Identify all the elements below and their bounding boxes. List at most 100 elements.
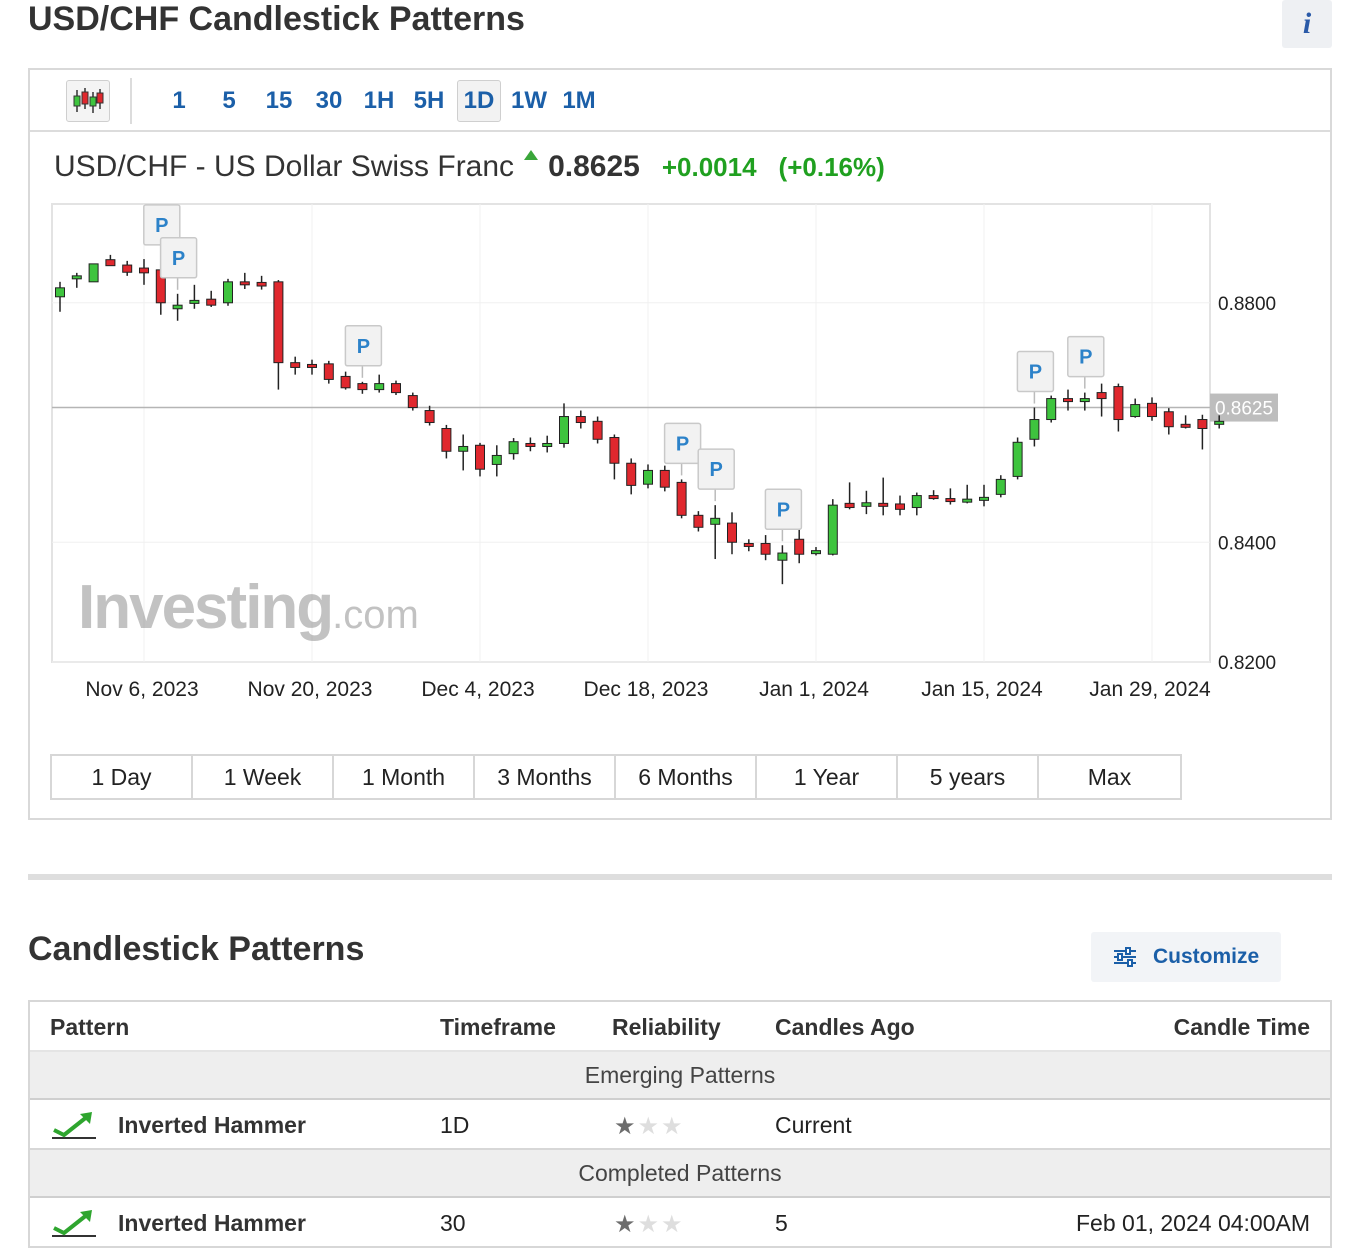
candle[interactable] [811,547,821,556]
candle[interactable] [407,392,418,411]
table-row[interactable]: Inverted Hammer 30 ★★★ 5 Feb 01, 2024 04:00A… [30,1198,1330,1248]
candle[interactable] [239,272,250,290]
candle[interactable] [139,259,149,285]
interval-5[interactable]: 5 [222,87,236,114]
range-tab-5-years[interactable]: 5 years [898,756,1039,798]
pattern-marker[interactable]: P [1067,335,1105,389]
interval-1[interactable]: 1 [172,87,186,114]
range-tab-max[interactable]: Max [1039,756,1180,798]
pattern-marker[interactable]: P [764,488,803,542]
candle[interactable] [861,490,872,515]
interval-1h[interactable]: 1H [363,87,395,114]
interval-30[interactable]: 30 [315,87,343,114]
customize-button[interactable]: Customize [1091,932,1281,982]
candle[interactable] [458,434,469,471]
candle[interactable] [575,410,586,429]
range-tab-6-months[interactable]: 6 Months [616,756,757,798]
candle[interactable] [777,545,788,585]
candle[interactable] [189,284,200,309]
candle[interactable] [508,438,519,460]
candle[interactable] [895,495,905,516]
candle[interactable] [928,490,939,500]
candle[interactable] [1214,415,1225,429]
candle[interactable] [1012,437,1023,480]
candle[interactable] [1079,392,1090,411]
candle[interactable] [491,445,502,477]
pattern-marker[interactable]: P [697,448,735,502]
candle[interactable] [122,260,133,276]
candle[interactable] [172,293,183,321]
candle[interactable] [1063,389,1073,411]
pattern-marker[interactable]: P [1016,350,1055,404]
candle[interactable] [1147,397,1157,421]
candle[interactable] [609,434,620,480]
range-tab-1-year[interactable]: 1 Year [757,756,898,798]
candle[interactable] [659,465,670,492]
candle[interactable] [55,281,65,312]
candle[interactable] [307,359,317,375]
candle[interactable] [1046,395,1057,423]
candle[interactable] [693,511,704,532]
candle[interactable] [290,356,301,375]
range-tab-1-day[interactable]: 1 Day [52,756,193,798]
column-header-reliability[interactable]: Reliability [612,1014,721,1040]
candle[interactable] [794,524,805,564]
candle[interactable] [979,484,989,507]
column-header-candle-time[interactable]: Candle Time [1173,1014,1310,1040]
candle[interactable] [424,405,435,426]
pattern-marker[interactable]: P [143,204,181,257]
candle[interactable] [223,278,233,306]
pattern-marker[interactable]: P [663,422,702,476]
pattern-marker[interactable]: P [159,237,198,290]
candle[interactable] [88,263,99,283]
candle[interactable] [105,254,116,267]
candle[interactable] [592,416,603,444]
pattern-name[interactable]: Inverted Hammer [118,1112,306,1138]
candle[interactable] [1180,415,1191,429]
candle[interactable] [441,424,452,459]
candlestick-chart[interactable]: Nov 6, 2023 Nov 20, 2023 Dec 4, 2023 Dec 18… [30,196,1330,756]
candle[interactable] [1029,407,1040,447]
candle[interactable] [643,464,653,489]
candle[interactable] [1130,398,1141,418]
interval-5h[interactable]: 5H [413,87,445,114]
candle[interactable] [743,539,754,552]
candle[interactable] [256,275,267,290]
candle[interactable] [1163,408,1174,435]
candlestick-chart-type-button[interactable] [66,80,110,122]
candle[interactable] [525,437,536,452]
interval-1w[interactable]: 1W [511,87,547,114]
pattern-marker[interactable]: P [344,325,383,378]
column-header-timeframe[interactable]: Timeframe [440,1014,556,1040]
candle[interactable] [911,492,922,516]
candle[interactable] [374,374,385,393]
range-tab-1-week[interactable]: 1 Week [193,756,334,798]
table-row[interactable]: Inverted Hammer 1D ★★★ Current [30,1100,1330,1150]
candle[interactable] [340,371,351,390]
candle[interactable] [559,403,569,448]
candle[interactable] [626,458,637,495]
candle[interactable] [844,482,855,510]
candle[interactable] [475,442,485,477]
pattern-name[interactable]: Inverted Hammer [118,1210,306,1236]
info-button[interactable]: i [1282,0,1332,48]
candle[interactable] [542,435,553,453]
candle[interactable] [945,488,956,505]
candle[interactable] [391,380,401,395]
candle[interactable] [676,479,687,519]
candle[interactable] [206,290,217,307]
interval-1d[interactable]: 1D [457,80,501,122]
interval-15[interactable]: 15 [265,87,293,114]
interval-1m[interactable]: 1M [562,87,596,114]
candle[interactable] [1113,383,1124,432]
range-tab-3-months[interactable]: 3 Months [475,756,616,798]
candle[interactable] [323,360,334,384]
candle[interactable] [71,272,82,288]
candle[interactable] [1096,383,1107,417]
candle[interactable] [827,499,838,556]
candle[interactable] [760,535,771,561]
range-tab-1-month[interactable]: 1 Month [334,756,475,798]
column-header-candles-ago[interactable]: Candles Ago [775,1014,915,1040]
candle[interactable] [1197,414,1208,450]
candle[interactable] [878,477,889,516]
